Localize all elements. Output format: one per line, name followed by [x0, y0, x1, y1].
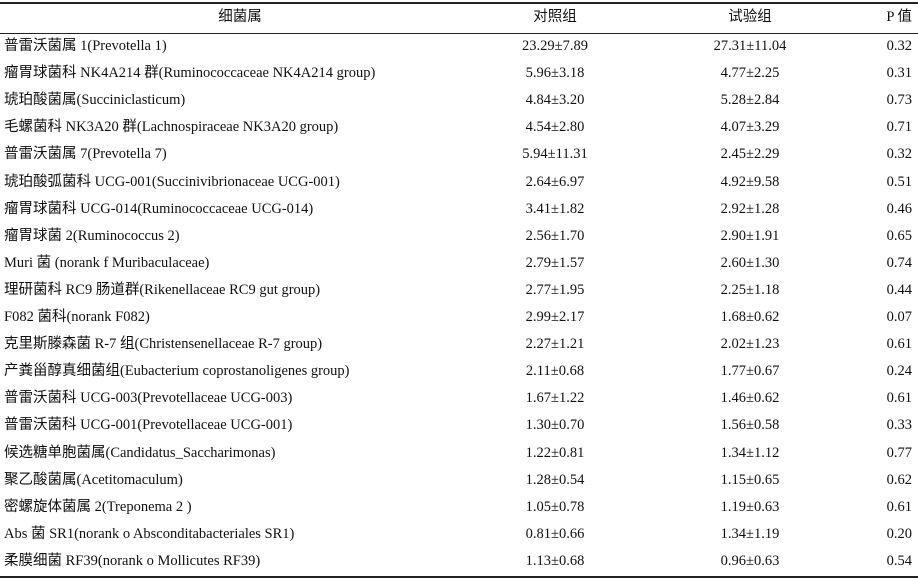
value-cell: 3.41±1.82	[525, 200, 585, 217]
genus-cell: 琥珀酸菌属(Succiniclasticum)	[4, 92, 186, 109]
value-cell: 1.77±0.67	[720, 363, 780, 380]
genus-cell: 琥珀酸弧菌科 UCG-001(Succinivibrionaceae UCG-0…	[4, 173, 340, 190]
genus-cell: 瘤胃球菌科 UCG-014(Ruminococcaceae UCG-014)	[4, 200, 314, 217]
value-cell: 0.24	[886, 363, 912, 380]
value-cell: 2.99±2.17	[525, 309, 585, 325]
value-cell: 2.79±1.57	[525, 254, 585, 271]
value-cell: 1.13±0.68	[525, 552, 585, 569]
value-cell: 0.20	[886, 525, 912, 542]
value-cell: 0.61	[886, 336, 912, 353]
value-cell: 5.94±11.31	[522, 146, 588, 163]
value-cell: 0.65	[886, 227, 912, 244]
genus-cell: Muri 菌 (norank f Muribaculaceae)	[4, 254, 210, 271]
value-cell: 2.64±6.97	[525, 173, 585, 190]
value-cell: 27.31±11.04	[713, 38, 787, 54]
header-cell: 细菌属	[218, 9, 262, 25]
value-cell: 5.28±2.84	[720, 92, 780, 109]
header-cell: P 值	[886, 9, 912, 25]
value-cell: 0.07	[886, 309, 912, 325]
value-cell: 2.56±1.70	[525, 227, 585, 244]
value-cell: 0.73	[886, 92, 912, 109]
value-cell: 1.22±0.81	[525, 444, 585, 461]
header-cell: 对照组	[533, 9, 577, 25]
genus-cell: 产粪甾醇真细菌组(Eubacterium coprostanoligenes g…	[4, 363, 350, 380]
genus-cell: 瘤胃球菌科 NK4A214 群(Ruminococcaceae NK4A214 …	[4, 65, 376, 82]
value-cell: 4.77±2.25	[720, 65, 780, 82]
header-cell: 试验组	[728, 9, 772, 25]
value-cell: 1.05±0.78	[525, 498, 585, 515]
value-cell: 1.34±1.12	[720, 444, 780, 461]
value-cell: 0.51	[886, 173, 912, 190]
value-cell: 4.84±3.20	[525, 92, 585, 109]
value-cell: 2.90±1.91	[720, 227, 780, 244]
value-cell: 0.77	[886, 444, 912, 461]
value-cell: 1.46±0.62	[720, 390, 780, 407]
genus-cell: 密螺旋体菌属 2(Treponema 2 )	[4, 498, 192, 515]
value-cell: 1.67±1.22	[525, 390, 585, 407]
value-cell: 2.77±1.95	[525, 281, 585, 298]
value-cell: 1.19±0.63	[720, 498, 780, 515]
value-cell: 4.07±3.29	[720, 119, 780, 136]
value-cell: 2.60±1.30	[720, 254, 780, 271]
header-rule	[0, 33, 918, 34]
genus-cell: 普雷沃菌科 UCG-001(Prevotellaceae UCG-001)	[4, 417, 293, 434]
genus-cell: 瘤胃球菌 2(Ruminococcus 2)	[4, 227, 180, 244]
genus-cell: 柔膜细菌 RF39(norank o Mollicutes RF39)	[4, 552, 261, 569]
value-cell: 2.25±1.18	[720, 281, 780, 298]
genus-cell: 候选糖单胞菌属(Candidatus_Saccharimonas)	[4, 444, 276, 461]
value-cell: 4.92±9.58	[720, 173, 780, 190]
value-cell: 5.96±3.18	[525, 65, 585, 82]
value-cell: 1.15±0.65	[720, 471, 780, 488]
value-cell: 0.46	[886, 200, 912, 217]
value-cell: 0.31	[886, 65, 912, 82]
value-cell: 0.32	[886, 146, 912, 163]
value-cell: 0.62	[886, 471, 912, 488]
value-cell: 2.02±1.23	[720, 336, 780, 353]
value-cell: 2.92±1.28	[720, 200, 780, 217]
value-cell: 2.45±2.29	[720, 146, 780, 163]
value-cell: 2.27±1.21	[525, 336, 585, 353]
value-cell: 0.33	[886, 417, 912, 434]
bottom-rule	[0, 576, 918, 578]
genus-cell: 普雷沃菌属 1(Prevotella 1)	[4, 38, 167, 54]
value-cell: 1.56±0.58	[720, 417, 780, 434]
value-cell: 0.61	[886, 390, 912, 407]
value-cell: 1.28±0.54	[525, 471, 585, 488]
value-cell: 0.96±0.63	[720, 552, 780, 569]
value-cell: 1.34±1.19	[720, 525, 780, 542]
genus-cell: 普雷沃菌科 UCG-003(Prevotellaceae UCG-003)	[4, 390, 293, 407]
value-cell: 2.11±0.68	[525, 363, 585, 380]
value-cell: 23.29±7.89	[522, 38, 588, 54]
genus-cell: 普雷沃菌属 7(Prevotella 7)	[4, 146, 167, 163]
value-cell: 0.71	[886, 119, 912, 136]
value-cell: 4.54±2.80	[525, 119, 585, 136]
genus-cell: F082 菌科(norank F082)	[4, 309, 150, 325]
genus-cell: Abs 菌 SR1(norank o Absconditabacteriales…	[4, 525, 295, 542]
value-cell: 0.32	[886, 38, 912, 54]
value-cell: 0.54	[886, 552, 912, 569]
value-cell: 0.74	[886, 254, 912, 271]
value-cell: 1.68±0.62	[720, 309, 780, 325]
value-cell: 0.81±0.66	[525, 525, 585, 542]
value-cell: 0.61	[886, 498, 912, 515]
genus-cell: 克里斯滕森菌 R-7 组(Christensenellaceae R-7 gro…	[4, 336, 323, 353]
top-rule	[0, 2, 918, 4]
value-cell: 1.30±0.70	[525, 417, 585, 434]
genus-cell: 理研菌科 RC9 肠道群(Rikenellaceae RC9 gut group…	[4, 281, 321, 298]
genus-cell: 毛螺菌科 NK3A20 群(Lachnospiraceae NK3A20 gro…	[4, 119, 339, 136]
genus-cell: 聚乙酸菌属(Acetitomaculum)	[4, 471, 183, 488]
value-cell: 0.44	[886, 281, 912, 298]
